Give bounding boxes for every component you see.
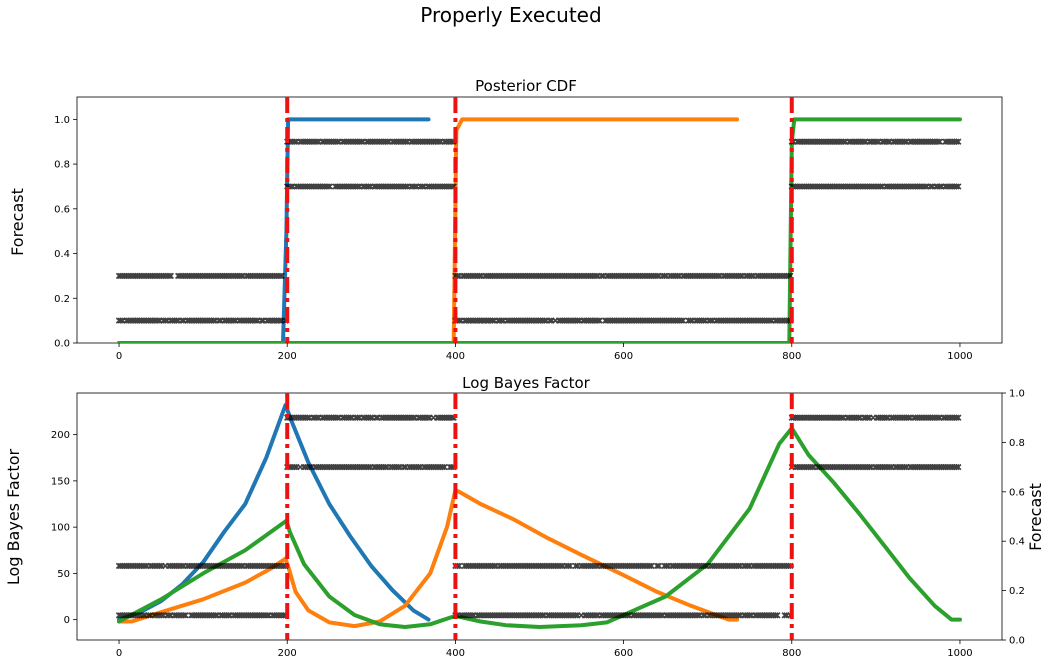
log-bayes-factor-xtick-label: 0 xyxy=(116,648,122,659)
log-bayes-factor-y2tick-label: 0.8 xyxy=(1009,438,1025,449)
log-bayes-factor-ytick-label: 0 xyxy=(64,615,70,626)
posterior-cdf-forecast-markers xyxy=(452,272,794,280)
posterior-cdf-ytick-label: 0.2 xyxy=(54,294,70,305)
log-bayes-factor-forecast-markers xyxy=(788,463,962,471)
log-bayes-factor-series-line-1 xyxy=(117,403,431,622)
log-bayes-factor-ytick-label: 100 xyxy=(51,523,70,534)
log-bayes-factor-axes: Log Bayes Factor Log Bayes Factor Foreca… xyxy=(4,374,1045,659)
posterior-cdf-series-line-2 xyxy=(117,117,740,343)
log-bayes-factor-y2tick-label: 0.0 xyxy=(1009,636,1025,647)
log-bayes-factor-forecast-markers xyxy=(452,612,794,619)
log-bayes-factor-y2tick-label: 0.2 xyxy=(1009,586,1025,597)
log-bayes-factor-forecast-markers xyxy=(115,562,289,570)
posterior-cdf-xtick-label: 600 xyxy=(614,351,633,362)
log-bayes-factor-series-line-3 xyxy=(117,426,962,629)
posterior-cdf-forecast-markers xyxy=(788,138,962,145)
posterior-cdf-xtick-label: 800 xyxy=(782,351,801,362)
log-bayes-factor-xtick-label: 200 xyxy=(278,648,297,659)
posterior-cdf-forecast-markers xyxy=(115,272,285,280)
log-bayes-factor-forecast-markers xyxy=(284,414,457,421)
log-bayes-factor-forecast-markers xyxy=(452,562,794,570)
log-bayes-factor-xtick-label: 600 xyxy=(614,648,633,659)
posterior-cdf-ytick-label: 0.4 xyxy=(54,249,70,260)
log-bayes-factor-xtick-label: 400 xyxy=(446,648,465,659)
posterior-cdf-forecast-markers xyxy=(452,317,794,324)
posterior-cdf-xtick-label: 200 xyxy=(278,351,297,362)
log-bayes-factor-ytick-label: 50 xyxy=(57,569,70,580)
posterior-cdf-ytick-label: 0.8 xyxy=(54,160,70,171)
log-bayes-factor-y2tick-label: 0.4 xyxy=(1009,537,1025,548)
posterior-cdf-series-line-1 xyxy=(117,117,431,343)
log-bayes-factor-y2tick-label: 0.6 xyxy=(1009,487,1025,498)
posterior-cdf-ytick-label: 0.6 xyxy=(54,204,70,215)
posterior-cdf-forecast-markers xyxy=(284,183,457,190)
log-bayes-factor-ylabel: Log Bayes Factor xyxy=(4,449,23,586)
posterior-cdf-ylabel: Forecast xyxy=(8,188,27,256)
forecast-y2label: Forecast xyxy=(1026,483,1045,551)
log-bayes-factor-title: Log Bayes Factor xyxy=(462,374,590,392)
posterior-cdf-title: Posterior CDF xyxy=(475,77,577,95)
posterior-cdf-forecast-markers xyxy=(788,183,962,190)
log-bayes-factor-forecast-markers xyxy=(115,612,289,619)
log-bayes-factor-y2tick-label: 1.0 xyxy=(1009,389,1025,400)
posterior-cdf-series-line-3 xyxy=(117,117,962,343)
log-bayes-factor-plot-area xyxy=(115,393,962,640)
posterior-cdf-forecast-markers xyxy=(115,317,289,324)
posterior-cdf-xtick-label: 1000 xyxy=(947,351,972,362)
log-bayes-factor-xtick-label: 1000 xyxy=(947,648,972,659)
posterior-cdf-xtick-label: 0 xyxy=(116,351,122,362)
posterior-cdf-axes: Posterior CDF Forecast 0 200 400 600 800 1000… xyxy=(8,77,1003,362)
log-bayes-factor-frame xyxy=(76,392,1003,641)
posterior-cdf-ytick-label: 1.0 xyxy=(54,115,70,126)
posterior-cdf-plot-area xyxy=(115,97,962,343)
figure-suptitle: Properly Executed xyxy=(420,3,601,27)
log-bayes-factor-xtick-label: 800 xyxy=(782,648,801,659)
log-bayes-factor-ytick-label: 150 xyxy=(51,476,70,487)
posterior-cdf-forecast-markers xyxy=(284,138,457,145)
posterior-cdf-frame xyxy=(76,96,1003,344)
posterior-cdf-xtick-label: 400 xyxy=(446,351,465,362)
log-bayes-factor-ytick-label: 200 xyxy=(51,430,70,441)
posterior-cdf-ytick-label: 0.0 xyxy=(54,339,70,350)
log-bayes-factor-forecast-markers xyxy=(788,414,962,421)
log-bayes-factor-forecast-markers xyxy=(284,463,457,471)
log-bayes-factor-series-line-2 xyxy=(117,488,740,629)
